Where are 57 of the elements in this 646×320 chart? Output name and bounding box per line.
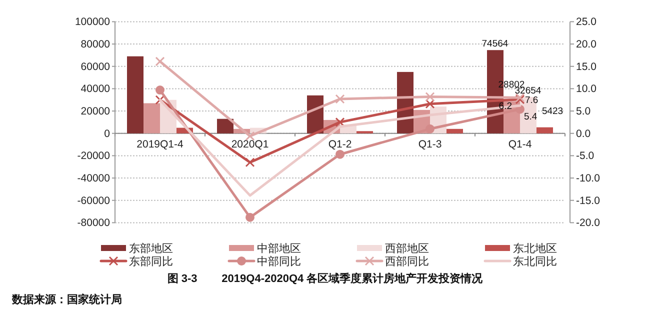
point — [246, 212, 254, 222]
data-label: 6.2 — [498, 101, 512, 112]
x-tick-label: Q1-2 — [328, 138, 352, 150]
y-tick-label: -20000 — [77, 150, 110, 162]
data-label: 74564 — [482, 38, 508, 50]
y-tick-label: -80000 — [77, 217, 110, 230]
data-label: 5423 — [542, 106, 564, 117]
legend-label: 西部同比 — [385, 255, 429, 268]
bar — [217, 118, 234, 134]
y-tick-label: 20000 — [80, 106, 110, 118]
y2-tick-label: 5.0 — [576, 106, 591, 118]
data-label: 32654 — [514, 85, 542, 96]
point — [425, 99, 435, 109]
data-label: 7.6 — [525, 94, 538, 106]
y2-tick-label: -5.0 — [576, 150, 594, 162]
x-tick-label: 2019Q1-4 — [136, 138, 184, 150]
bar — [127, 56, 144, 134]
y2-tick-label: 20.0 — [576, 38, 597, 51]
legend-label: 中部同比 — [257, 255, 301, 268]
x-tick-label: Q1-3 — [418, 138, 442, 150]
bar — [144, 103, 160, 134]
data-label: 5.4 — [524, 112, 538, 123]
point — [335, 94, 345, 104]
legend-label: 东北同比 — [513, 255, 557, 268]
legend-label: 东部同比 — [129, 255, 173, 268]
bar — [536, 127, 553, 134]
point — [426, 124, 434, 134]
point — [155, 56, 165, 66]
y-tick-label: 40000 — [80, 83, 110, 96]
y-tick-label: 80000 — [80, 38, 110, 51]
legend-label: 东北地区 — [513, 242, 557, 255]
text: 图 3-3 2019Q4-2020Q4 各区域季度累计房地产开发投资情况 — [167, 272, 484, 285]
y2-tick-label: 0.0 — [576, 128, 591, 140]
x-tick-label: 2020Q1 — [231, 138, 269, 150]
legend-label: 东部地区 — [129, 242, 173, 255]
point — [245, 131, 255, 141]
point — [245, 158, 255, 168]
y-tick-label: 0 — [104, 128, 110, 140]
legend-label: 中部地区 — [257, 242, 301, 255]
y-tick-label: -60000 — [77, 194, 110, 207]
y-tick-label: -40000 — [77, 172, 110, 185]
y-tick-label: 100000 — [74, 16, 110, 28]
bar — [446, 128, 463, 134]
point — [336, 150, 344, 159]
point — [156, 86, 164, 95]
y2-tick-label: 10.0 — [576, 83, 597, 96]
legend-label: 西部地区 — [385, 242, 429, 255]
point — [425, 92, 435, 102]
source-note: 数据来源：国家统计局 — [11, 293, 122, 306]
point — [335, 117, 345, 127]
y2-tick-label: -15.0 — [576, 194, 600, 207]
y2-tick-label: -20.0 — [576, 217, 600, 230]
y2-tick-label: 15.0 — [576, 60, 597, 73]
y2-tick-label: 25.0 — [576, 16, 597, 28]
y2-tick-label: -10.0 — [576, 172, 600, 185]
x-tick-label: Q1-4 — [508, 138, 532, 150]
y-tick-label: 60000 — [80, 60, 110, 73]
